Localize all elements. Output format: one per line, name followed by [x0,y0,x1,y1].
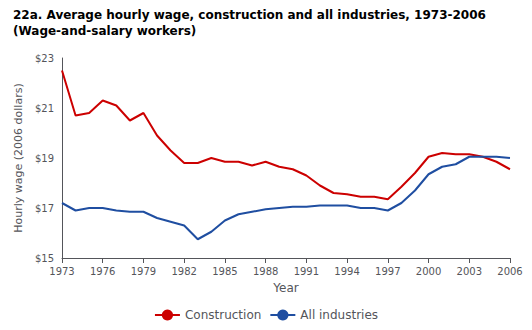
svg-text:1979: 1979 [131,266,156,277]
svg-text:1985: 1985 [212,266,237,277]
svg-text:1982: 1982 [171,266,196,277]
svg-text:(Wage-and-salary workers): (Wage-and-salary workers) [13,24,196,38]
svg-text:1976: 1976 [90,266,115,277]
svg-text:All industries: All industries [300,308,378,322]
svg-text:Year: Year [272,281,298,295]
svg-text:2006: 2006 [497,266,522,277]
svg-text:$17: $17 [35,203,54,214]
svg-text:$21: $21 [35,103,54,114]
svg-text:2000: 2000 [416,266,441,277]
svg-text:1988: 1988 [253,266,278,277]
svg-text:$15: $15 [35,253,54,264]
svg-text:22a. Average hourly wage, cons: 22a. Average hourly wage, construction a… [13,8,486,22]
svg-text:1991: 1991 [294,266,319,277]
svg-text:$23: $23 [35,53,54,64]
svg-text:1997: 1997 [375,266,400,277]
svg-text:1994: 1994 [334,266,359,277]
svg-text:$19: $19 [35,153,54,164]
svg-text:1973: 1973 [49,266,74,277]
svg-text:Construction: Construction [185,308,261,322]
svg-text:Hourly wage (2006 dollars): Hourly wage (2006 dollars) [12,83,25,232]
svg-text:2003: 2003 [457,266,482,277]
